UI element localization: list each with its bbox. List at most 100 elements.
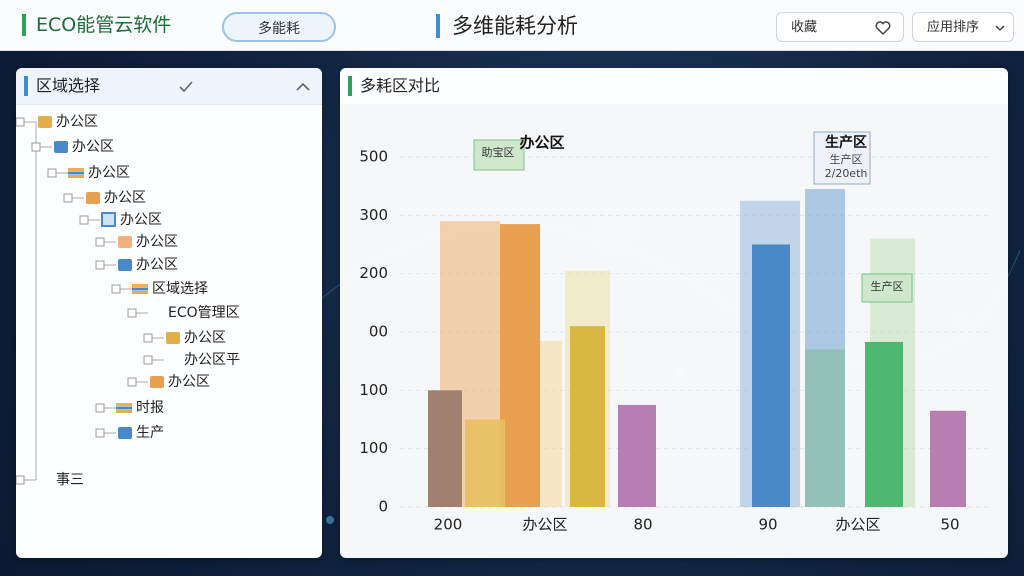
bar (865, 341, 903, 507)
y-tick-label: 100 (359, 381, 388, 399)
sort-dropdown[interactable]: 应用排序 (912, 12, 1014, 42)
tree-item[interactable]: 办公区 (72, 139, 114, 155)
expander (95, 403, 105, 413)
node-icon (116, 403, 132, 406)
collapse-icon[interactable] (296, 82, 310, 92)
page-title: 多维能耗分析 (436, 14, 578, 38)
node-icon (132, 287, 148, 291)
chart-title: 多耗区对比 (348, 76, 440, 96)
y-tick-label: 300 (359, 206, 388, 224)
tag (813, 131, 871, 185)
node-icon (116, 406, 132, 410)
check-icon[interactable] (178, 80, 194, 94)
expander (127, 308, 137, 318)
node-icon (68, 171, 84, 175)
tree-item[interactable]: ECO管理区 (168, 305, 240, 321)
node-icon (68, 175, 84, 178)
expander (111, 284, 121, 294)
node-icon (118, 427, 132, 439)
annotation: 生产区 (830, 152, 863, 166)
x-tick-label: 50 (940, 516, 959, 534)
x-tick-label: 200 (434, 516, 463, 534)
expander (143, 333, 153, 343)
top-bar: ECO能管云软件 多能耗 多维能耗分析 收藏 应用排序 (0, 0, 1024, 51)
tree-item[interactable]: 办公区 (120, 212, 162, 228)
bar (752, 244, 790, 507)
sidebar: 区域选择 办公区 办公区 办公区 办公区 办公区 办公区 办公区 区域选择 ECO管理区 办公区办… (16, 68, 322, 558)
node-icon (166, 332, 180, 344)
annotation: 办公区 (519, 134, 564, 152)
tag (861, 273, 913, 303)
sidebar-header: 区域选择 (16, 68, 322, 105)
tree-item[interactable]: 办公区 (88, 165, 130, 181)
node-icon (101, 212, 116, 227)
bar (930, 410, 966, 507)
sidebar-title: 区域选择 (24, 76, 100, 96)
x-tick-label: 90 (758, 516, 777, 534)
favorite-button[interactable]: 收藏 (776, 12, 904, 42)
expander (127, 377, 137, 387)
bar (500, 224, 540, 508)
chart-header: 多耗区对比 (340, 68, 1008, 104)
tree-item[interactable]: 办公区 (184, 330, 226, 346)
brand: ECO能管云软件 (22, 14, 171, 36)
annotation: 2/20eth (825, 167, 868, 180)
tab-button[interactable]: 多能耗 (222, 12, 336, 42)
tree-item[interactable]: 事三 (56, 472, 84, 488)
y-tick-label: 100 (359, 439, 388, 457)
x-tick-label: 办公区 (522, 516, 567, 534)
favorite-label: 收藏 (791, 20, 818, 35)
y-tick-label: 200 (359, 264, 388, 282)
y-tick-label: 500 (359, 148, 388, 166)
tree-item[interactable]: 区域选择 (152, 281, 208, 297)
node-icon (118, 236, 132, 248)
annotation: 生产区 (871, 279, 904, 293)
y-tick-label: 00 (369, 323, 388, 341)
annotation: 生产区 (825, 134, 867, 151)
tree-item[interactable]: 时报 (136, 400, 164, 416)
expander (95, 260, 105, 270)
node-icon (150, 376, 164, 388)
x-tick-label: 80 (633, 516, 652, 534)
chevron-icon (995, 25, 1005, 32)
x-tick-label: 办公区 (835, 516, 880, 534)
tag (473, 139, 525, 171)
bar (428, 390, 462, 507)
bar (570, 326, 605, 507)
tree-item[interactable]: 办公区 (168, 374, 210, 390)
node-icon (118, 259, 132, 271)
expander (31, 142, 41, 152)
node-icon (54, 141, 68, 153)
annotation: 助宝区 (482, 145, 515, 159)
tree-item[interactable]: 办公区 (136, 257, 178, 273)
expander (47, 168, 57, 178)
heart-icon (875, 21, 891, 36)
expander (79, 215, 89, 225)
expander (63, 193, 73, 203)
sort-label: 应用排序 (927, 20, 980, 35)
tree-lines (16, 116, 180, 485)
tree-item[interactable]: 办公区 (136, 234, 178, 250)
bar (618, 404, 656, 507)
bar (805, 349, 845, 507)
tree-item[interactable]: 生产 (136, 425, 164, 441)
node-icon (38, 116, 52, 128)
expander (143, 355, 153, 365)
tree-item[interactable]: 办公区 (56, 114, 98, 130)
expander (95, 237, 105, 247)
expander (95, 428, 105, 438)
node-icon (132, 284, 148, 287)
bar (465, 419, 505, 507)
node-icon (68, 168, 84, 171)
tree-item[interactable]: 办公区平 (184, 352, 240, 368)
node-icon (86, 192, 100, 204)
y-tick-label: 0 (378, 498, 388, 516)
node-icon (132, 291, 148, 294)
expander (16, 475, 25, 485)
node-icon (116, 410, 132, 413)
bar (540, 340, 562, 507)
tree-item[interactable]: 办公区 (104, 190, 146, 206)
expander (16, 117, 25, 127)
